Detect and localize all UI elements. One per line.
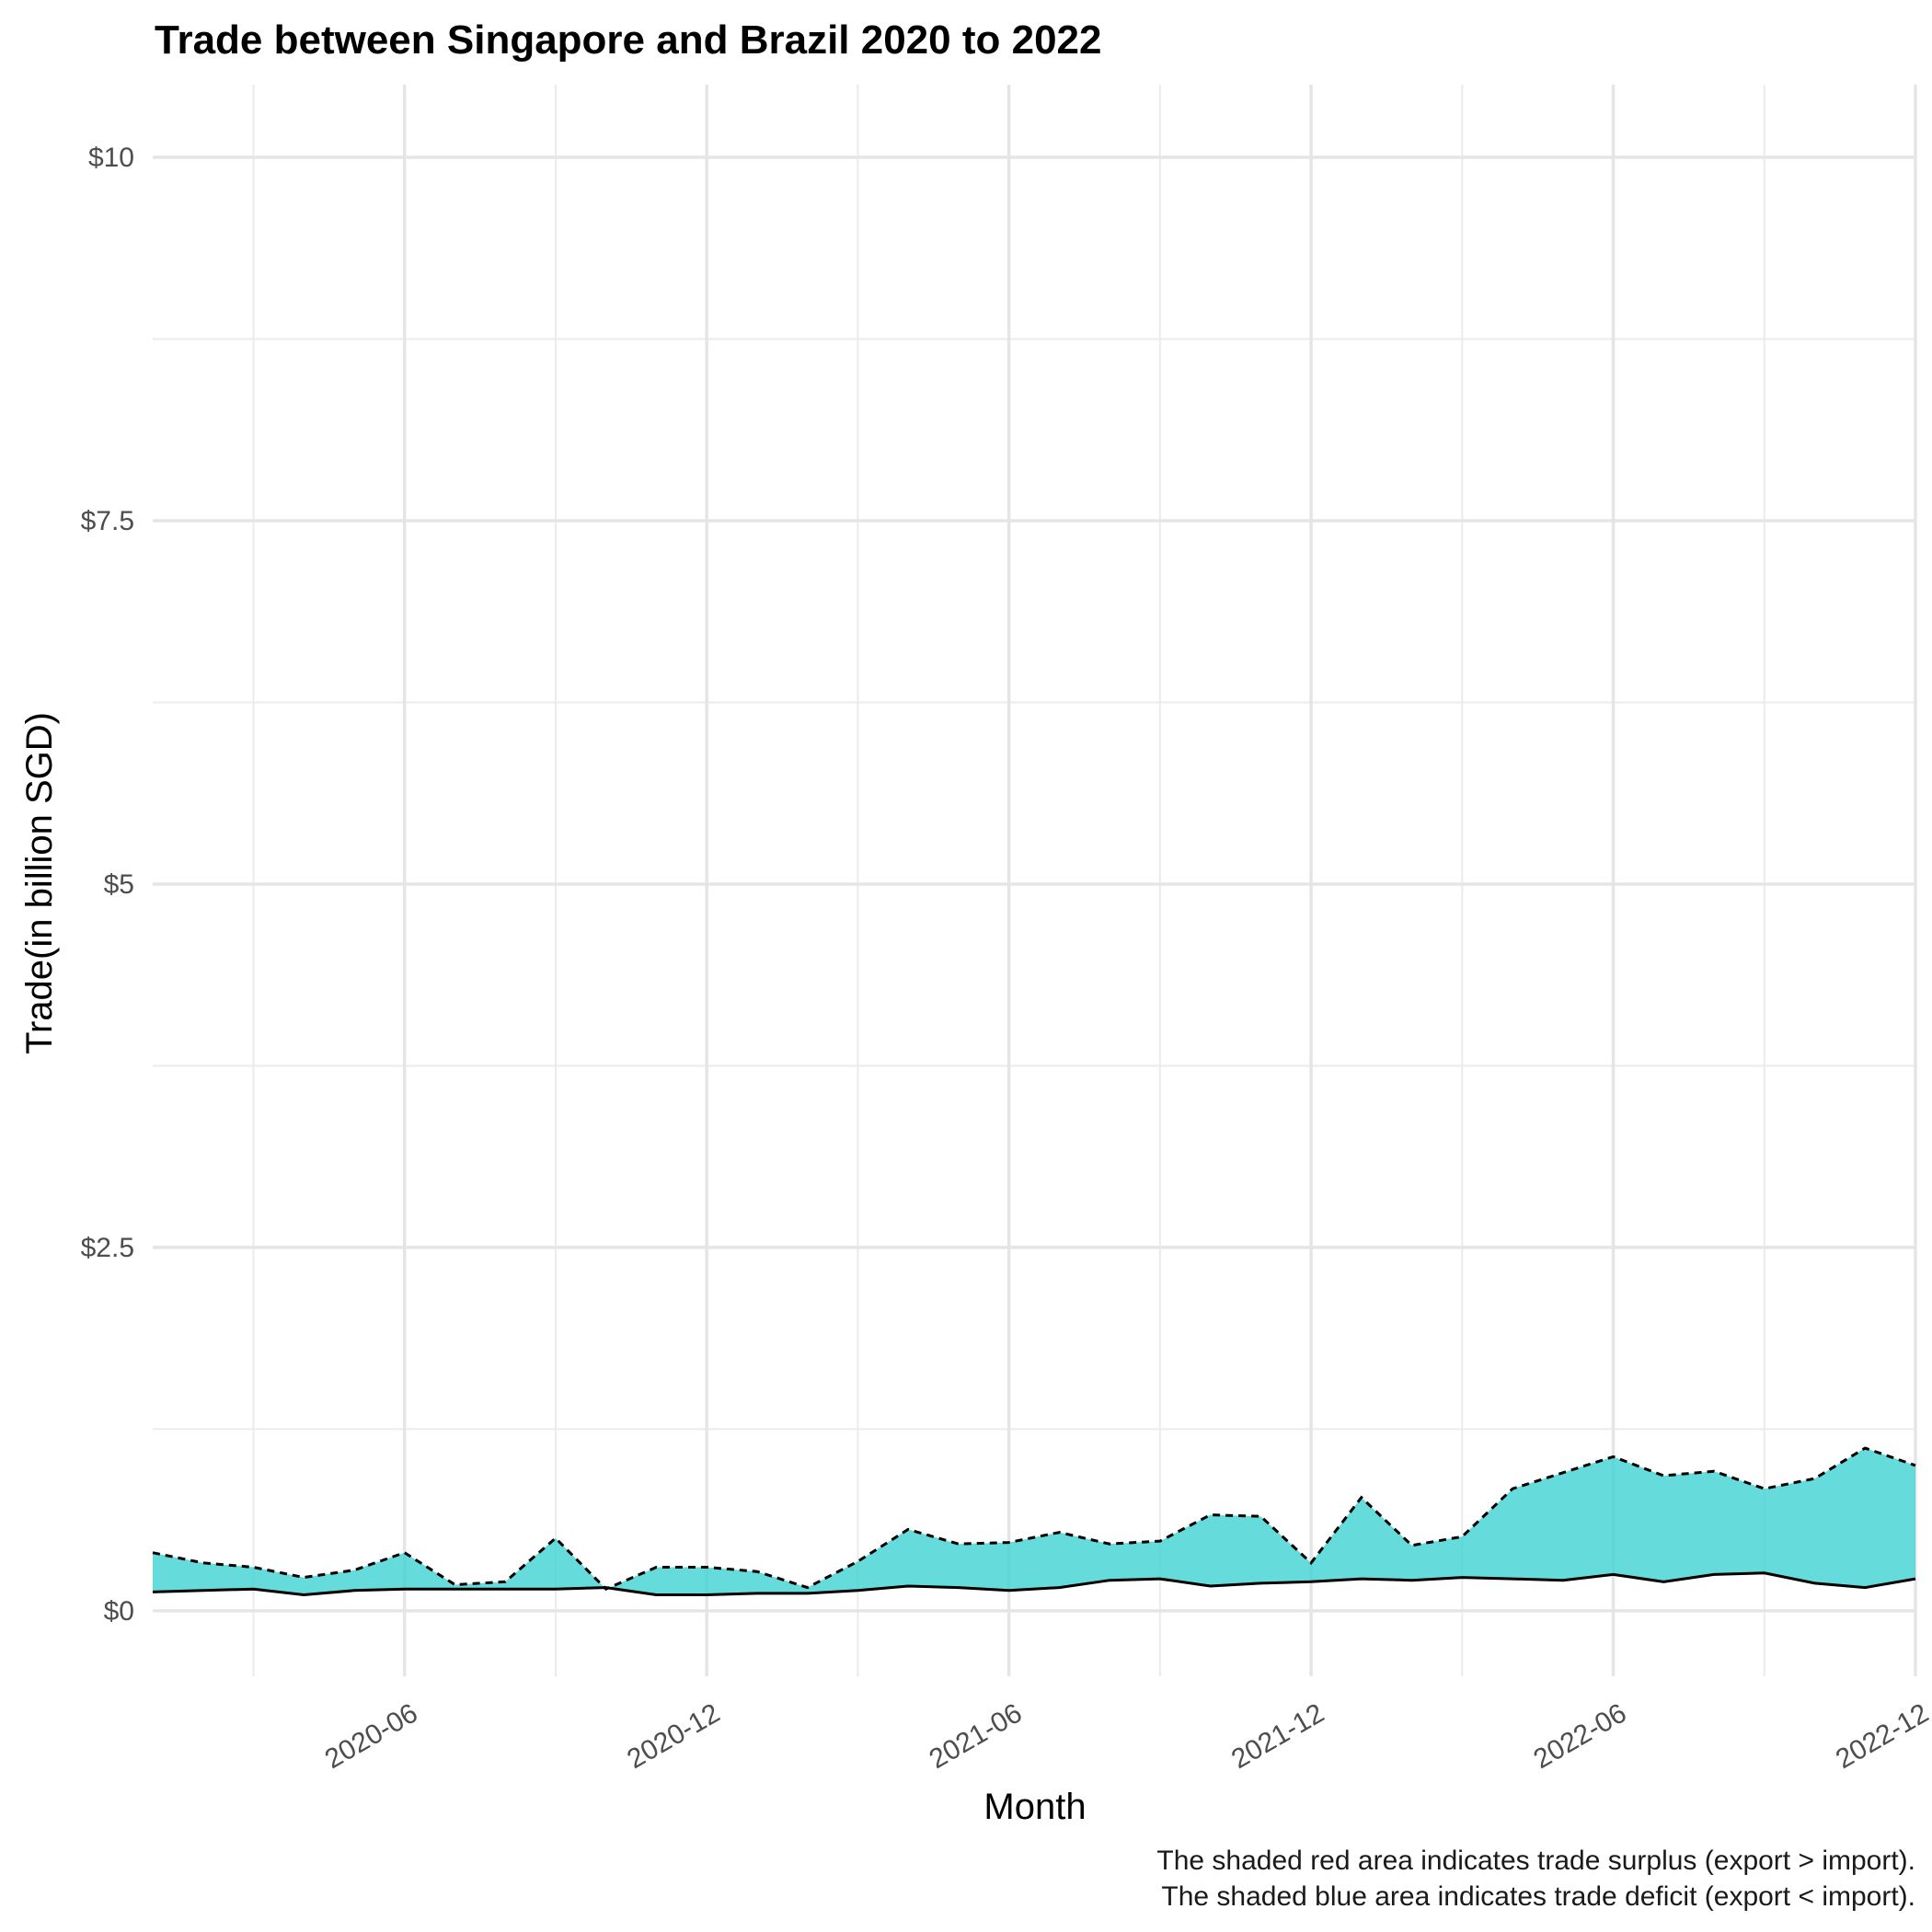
x-tick-label: 2021-06 <box>925 1697 1028 1775</box>
series-line-dashed <box>152 1446 1916 1591</box>
trade-area <box>153 1448 1915 1595</box>
y-tick-label: $5 <box>104 869 134 900</box>
major-gridlines <box>153 85 1917 1676</box>
series-lines <box>152 1446 1916 1597</box>
y-tick-label: $7.5 <box>81 506 134 536</box>
x-tick-label: 2021-12 <box>1226 1697 1329 1775</box>
chart-title: Trade between Singapore and Brazil 2020 … <box>155 17 1102 63</box>
x-axis-title: Month <box>983 1787 1086 1827</box>
y-tick-label: $10 <box>88 143 134 173</box>
y-tick-label: $0 <box>104 1596 134 1627</box>
series-line-solid <box>152 1571 1916 1597</box>
trade-gap-area <box>153 1448 1915 1595</box>
caption-surplus: The shaded red area indicates trade surp… <box>1156 1846 1915 1876</box>
x-tick-label: 2022-06 <box>1529 1697 1632 1775</box>
minor-gridlines <box>153 85 1915 1676</box>
x-tick-label: 2020-06 <box>320 1697 423 1775</box>
x-tick-label: 2022-12 <box>1831 1697 1932 1775</box>
x-axis-ticks: 2020-06 2020-12 2021-06 2021-12 2022-06 2022-… <box>320 1697 1932 1775</box>
y-axis-ticks: $0 $2.5 $5 $7.5 $10 <box>81 143 134 1627</box>
x-tick-label: 2020-12 <box>622 1697 725 1775</box>
y-axis-title: Trade(in billion SGD) <box>19 712 60 1054</box>
caption-deficit: The shaded blue area indicates trade def… <box>1161 1881 1915 1912</box>
y-tick-label: $2.5 <box>81 1233 134 1263</box>
